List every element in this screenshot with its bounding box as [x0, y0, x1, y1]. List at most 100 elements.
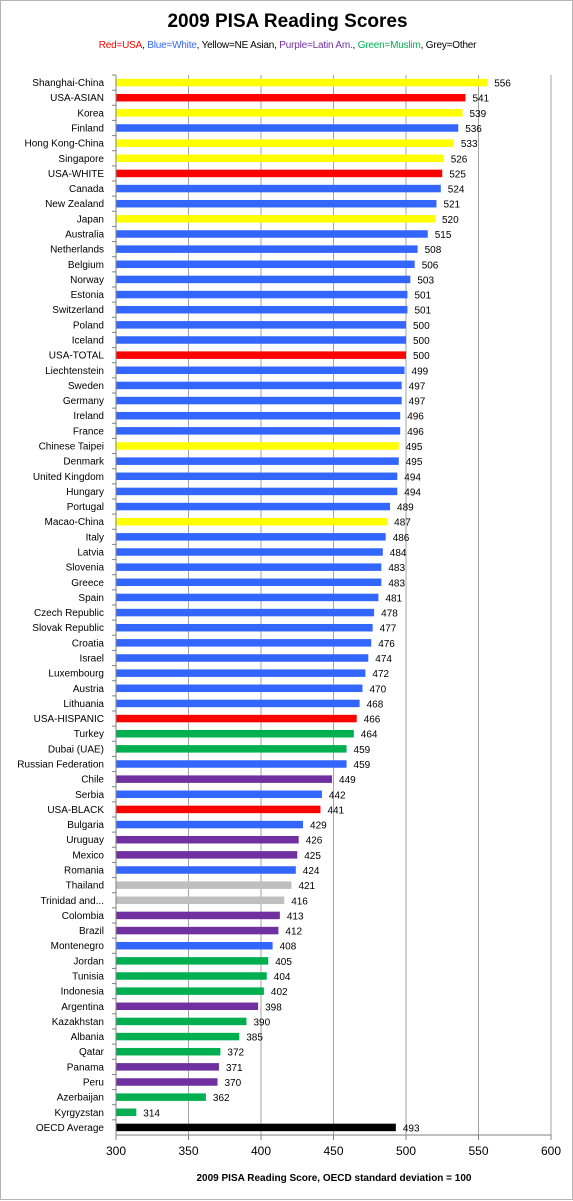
category-label: Russian Federation	[17, 760, 104, 771]
bar	[116, 411, 401, 420]
bar	[116, 366, 405, 375]
value-label: 499	[412, 366, 429, 377]
bars	[116, 78, 488, 1132]
category-label: New Zealand	[45, 199, 104, 210]
category-label: Trinidad and...	[40, 896, 104, 907]
value-label: 500	[413, 336, 430, 347]
bar	[116, 926, 279, 935]
category-label: Azerbaijan	[57, 1093, 104, 1104]
bar	[116, 881, 292, 889]
category-label: Sweden	[68, 381, 104, 392]
category-label: Mexico	[72, 850, 104, 861]
value-label: 477	[380, 624, 397, 635]
value-label: 372	[227, 1048, 244, 1059]
bar	[116, 972, 267, 980]
value-label: 500	[413, 321, 430, 332]
category-label: Norway	[70, 275, 104, 286]
value-label: 426	[306, 836, 323, 847]
bar	[116, 835, 299, 844]
category-label: USA-HISPANIC	[34, 714, 104, 725]
value-label: 470	[370, 684, 387, 695]
bar	[116, 533, 386, 541]
x-axis: 300 350 400 450 500 550 600	[106, 74, 561, 1158]
category-label: Singapore	[58, 154, 104, 165]
bar	[116, 548, 383, 556]
bar	[116, 336, 406, 344]
bar	[116, 381, 402, 390]
legend-segment: , Grey=Other	[420, 40, 477, 51]
value-label: 370	[225, 1078, 242, 1089]
category-label: Colombia	[62, 911, 105, 922]
bar	[116, 911, 280, 920]
value-label: 524	[448, 185, 465, 196]
value-label: 466	[364, 715, 381, 726]
value-label: 459	[354, 745, 371, 756]
category-label: Chinese Taipei	[39, 442, 104, 453]
value-label: 515	[435, 230, 452, 241]
category-label: Kazakhstan	[52, 1017, 104, 1028]
value-label: 497	[409, 381, 426, 392]
bar	[116, 669, 366, 677]
bar	[116, 654, 369, 662]
category-label: Hungary	[66, 487, 104, 498]
category-label: Germany	[63, 396, 104, 407]
bar	[116, 775, 333, 783]
bar	[116, 1002, 259, 1011]
category-label: Slovenia	[66, 563, 105, 574]
value-label: 416	[291, 896, 308, 907]
category-label: Shanghai-China	[32, 78, 104, 89]
value-label: 412	[285, 927, 302, 938]
value-label: 425	[304, 851, 321, 862]
bar	[116, 1063, 219, 1071]
x-tick-label: 600	[541, 1144, 561, 1158]
category-label: Argentina	[61, 1002, 104, 1013]
bar	[116, 305, 408, 314]
bar	[116, 78, 488, 87]
value-label: 405	[275, 957, 292, 968]
x-axis-label: 2009 PISA Reading Score, OECD standard d…	[196, 1173, 472, 1184]
value-label: 483	[388, 563, 405, 574]
bar	[116, 1032, 240, 1041]
value-label: 478	[381, 609, 398, 620]
value-label: 501	[414, 306, 431, 317]
category-label: Kyrgyzstan	[55, 1108, 104, 1119]
value-label: 429	[310, 821, 327, 832]
category-label: Greece	[71, 578, 104, 589]
value-label: 464	[361, 730, 378, 741]
bar	[116, 109, 463, 117]
value-label: 496	[407, 427, 424, 438]
x-tick-label: 300	[106, 1144, 126, 1158]
value-label: 481	[385, 593, 402, 604]
value-label: 468	[367, 699, 384, 710]
category-label: Serbia	[75, 790, 104, 801]
value-label: 459	[354, 760, 371, 771]
bar	[116, 623, 373, 632]
bar	[116, 442, 399, 450]
bar	[116, 1093, 206, 1101]
value-label: 525	[449, 169, 466, 180]
category-label: Israel	[80, 654, 104, 665]
bar	[116, 896, 285, 905]
bar	[116, 427, 401, 435]
value-label: 489	[397, 503, 414, 514]
bar	[116, 578, 382, 587]
category-label: Jordan	[73, 956, 104, 967]
category-label: Luxembourg	[48, 669, 104, 680]
category-label: Latvia	[77, 548, 104, 559]
value-label: 371	[226, 1063, 243, 1074]
category-label: Tunisia	[72, 972, 104, 983]
category-label: Croatia	[72, 638, 105, 649]
bar	[116, 457, 399, 465]
bar	[116, 639, 372, 647]
category-label: Romania	[64, 866, 104, 877]
value-label: 500	[413, 351, 430, 362]
bar	[116, 805, 321, 814]
bar	[116, 684, 363, 693]
value-label: 472	[372, 669, 389, 680]
category-label: Italy	[86, 532, 104, 543]
category-label: United Kingdom	[33, 472, 104, 483]
bar	[116, 1017, 247, 1026]
value-label: 398	[265, 1002, 282, 1013]
bar	[116, 517, 388, 526]
bar	[116, 563, 382, 571]
